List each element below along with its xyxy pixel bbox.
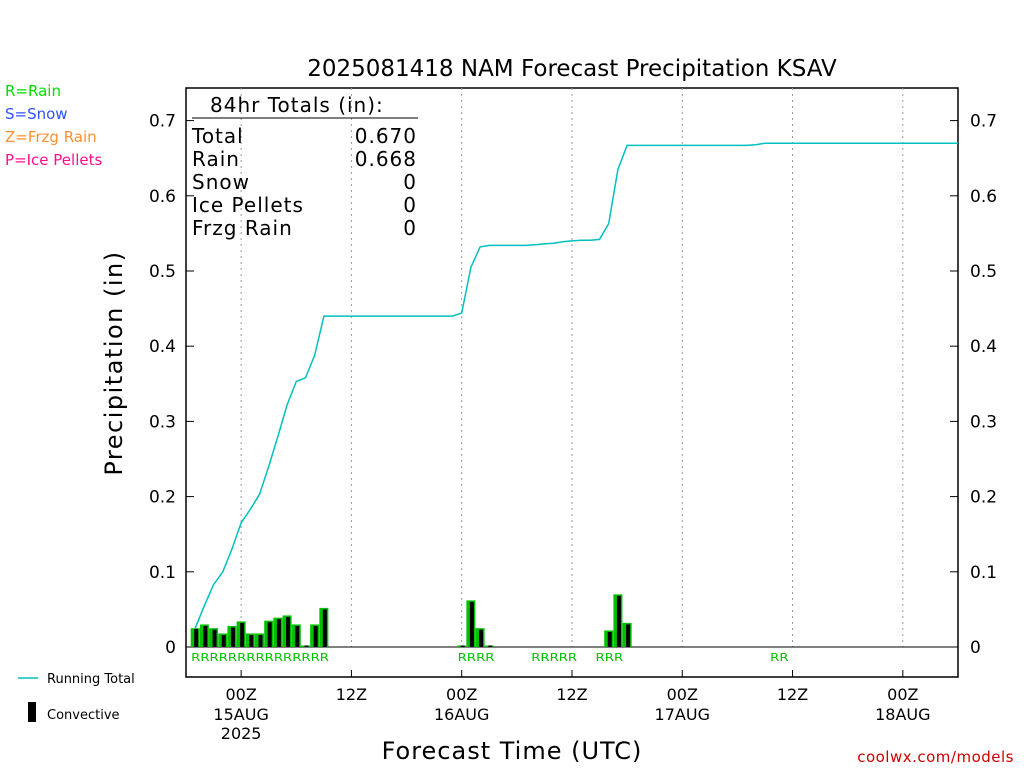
type-legend-item: Z=Frzg Rain (5, 128, 97, 146)
convective-bar (304, 645, 309, 647)
totals-rows: Total 0.670 Rain 0.668 Snow 0 Ice Pellets 0 Frzg… (191, 124, 417, 240)
precipitation-bars (190, 594, 632, 647)
x-tick-year: 2025 (221, 724, 262, 743)
convective-bar (276, 619, 281, 647)
chart-title: 2025081418 NAM Forecast Precipitation KS… (307, 56, 837, 82)
x-tick-label: 00Z (446, 685, 477, 704)
x-tick-label: 12Z (556, 685, 587, 704)
y-tick-label-right: 0.5 (970, 262, 997, 282)
x-tick-label: 00Z (667, 685, 698, 704)
totals-row-label: Snow (192, 170, 250, 194)
totals-row-value: 0 (403, 170, 417, 194)
x-axis-label: Forecast Time (UTC) (382, 737, 643, 765)
totals-row-value: 0.670 (355, 124, 417, 148)
y-tick-label-left: 0.6 (149, 187, 176, 207)
y-tick-label-right: 0.7 (970, 112, 997, 132)
convective-bar (249, 634, 254, 647)
y-tick-label-right: 0.4 (970, 337, 997, 357)
convective-bar (221, 634, 226, 647)
convective-bar (322, 609, 327, 647)
x-tick-label: 12Z (777, 685, 808, 704)
y-tick-label-right: 0.2 (970, 488, 997, 508)
y-tick-label-right: 0 (970, 638, 981, 658)
legend-bar-swatch (28, 702, 36, 722)
convective-bar (286, 616, 291, 647)
grid-lines (240, 88, 904, 647)
convective-bar (240, 622, 245, 647)
totals-row-value: 0.668 (355, 147, 417, 171)
y-tick-label-left: 0.4 (149, 337, 176, 357)
y-tick-label-left: 0.2 (149, 488, 176, 508)
convective-bar (194, 628, 199, 647)
x-tick-date: 17AUG (655, 705, 710, 724)
precip-type-label: RRRRRRRRRRRRRRR (191, 651, 329, 664)
precip-type-label: RRRRR (531, 651, 577, 664)
convective-bar (626, 624, 631, 647)
x-tick-label: 00Z (887, 685, 918, 704)
convective-bar (203, 625, 208, 647)
convective-bar (607, 631, 612, 647)
y-tick-label-left: 0.7 (149, 112, 176, 132)
x-tick-date: 15AUG (213, 705, 268, 724)
x-tick-date: 16AUG (434, 705, 489, 724)
legend-label: Convective (47, 708, 120, 723)
y-axis-label: Precipitation (in) (100, 250, 128, 475)
convective-bar (267, 622, 272, 647)
convective-bar (469, 601, 474, 647)
convective-bar (488, 645, 493, 647)
y-tick-label-left: 0.3 (149, 412, 176, 432)
totals-row-label: Rain (192, 147, 240, 171)
y-tick-label-left: 0.5 (149, 262, 176, 282)
x-tick-label: 00Z (225, 685, 256, 704)
y-tick-label-right: 0.6 (970, 187, 997, 207)
y-tick-label-left: 0.1 (149, 563, 176, 583)
totals-heading: 84hr Totals (in): (210, 93, 384, 117)
convective-bar (616, 595, 621, 647)
legend-label: Running Total (47, 672, 135, 687)
credit-text: coolwx.com/models (857, 748, 1014, 766)
type-legend-item: R=Rain (5, 82, 61, 100)
type-legend-item: P=Ice Pellets (5, 151, 102, 169)
y-axes: 0 00.1 0.10.2 0.20.3 0.30.4 0.40.5 0.50.6 0.60.… (149, 112, 997, 658)
y-tick-label-right: 0.3 (970, 412, 997, 432)
y-tick-label-right: 0.1 (970, 563, 997, 583)
totals-row-label: Ice Pellets (192, 193, 304, 217)
precip-type-label: RR (770, 651, 789, 664)
convective-bar (295, 625, 300, 647)
bottom-legend: Running Total Convective (18, 672, 135, 723)
totals-row-value: 0 (403, 216, 417, 240)
convective-bar (230, 627, 235, 647)
running-total-line (194, 142, 958, 629)
convective-bar (258, 634, 263, 647)
y-tick-label-left: 0 (165, 638, 176, 658)
x-tick-date: 18AUG (875, 705, 930, 724)
convective-bar (479, 629, 484, 647)
totals-row-label: Frzg Rain (192, 216, 293, 240)
convective-bar (212, 629, 217, 647)
convective-bar (313, 625, 318, 647)
precip-type-label: RRR (596, 651, 624, 664)
totals-box: 84hr Totals (in): Total 0.670 Rain 0.668 Sno… (191, 93, 418, 240)
precip-type-labels: RRRRRRRRRRRRRRR RRRR RRRRR RRR RR (191, 651, 789, 664)
totals-row-value: 0 (403, 193, 417, 217)
type-legend-item: S=Snow (5, 105, 68, 123)
convective-bar (460, 645, 465, 647)
precip-type-legend: R=Rain S=Snow Z=Frzg Rain P=Ice Pellets (5, 82, 102, 169)
precip-type-label: RRRR (458, 651, 495, 664)
x-tick-label: 12Z (336, 685, 367, 704)
totals-row-label: Total (191, 124, 244, 148)
